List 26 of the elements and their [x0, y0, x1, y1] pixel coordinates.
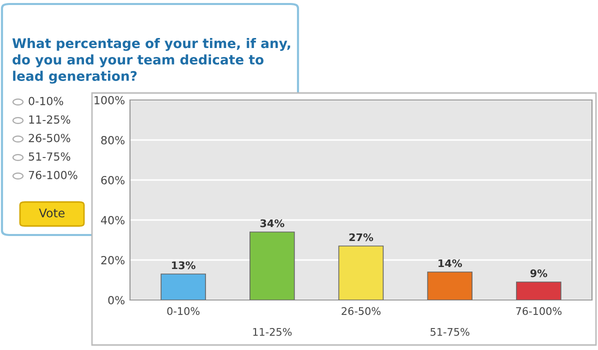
- data-label: 13%: [172, 261, 196, 270]
- y-tick-label: 20%: [101, 256, 125, 264]
- data-label: 27%: [349, 233, 374, 242]
- bar: [338, 246, 384, 300]
- x-tick-label: 76-100%: [516, 307, 562, 316]
- y-tick-label: 40%: [100, 216, 125, 224]
- y-tick-label: 80%: [101, 136, 125, 144]
- x-tick-label: 0-10%: [167, 307, 200, 316]
- text: 76-100%: [28, 170, 78, 180]
- x-tick-label: 26-50%: [342, 307, 381, 316]
- data-label: 34%: [260, 219, 284, 228]
- bar: [427, 272, 472, 300]
- data-label: 14%: [438, 259, 462, 268]
- text: 26-50%: [28, 134, 70, 142]
- bar: [516, 282, 562, 300]
- text: 11-25%: [29, 115, 70, 124]
- y-tick-label: 100%: [94, 96, 125, 104]
- data-label: 9%: [530, 269, 548, 278]
- chart-title: What percentage of your time, if any, do you and your team dedicate to lead generation?: [12, 38, 290, 84]
- bar: [160, 274, 206, 300]
- text: 0-10%: [28, 96, 64, 106]
- bar: [250, 232, 295, 300]
- text: 51-75%: [28, 152, 70, 161]
- y-tick-label: 60%: [101, 176, 125, 184]
- y-tick-label: 0%: [108, 296, 125, 304]
- text: Vote: [38, 208, 65, 218]
